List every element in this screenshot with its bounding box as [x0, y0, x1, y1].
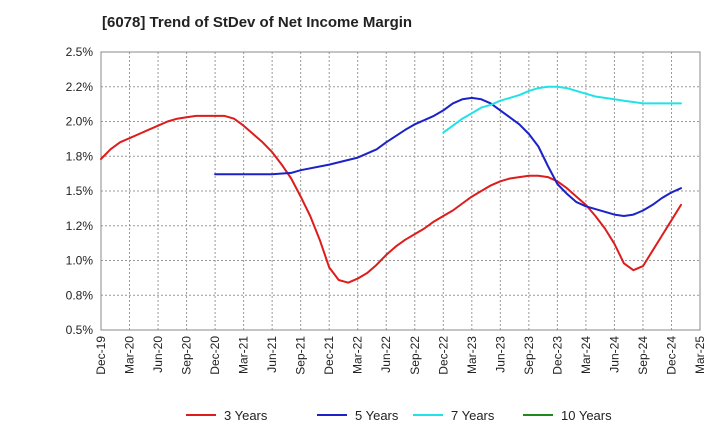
- series-line-3-years: [100, 114, 682, 284]
- chart-title: [6078] Trend of StDev of Net Income Marg…: [102, 14, 413, 31]
- y-tick-label: 2.2%: [66, 80, 94, 94]
- x-tick-label: Dec-20: [208, 336, 222, 375]
- x-tick-label: Dec-21: [322, 336, 336, 375]
- x-tick-label: Sep-22: [408, 336, 422, 375]
- x-tick-label: Dec-19: [94, 336, 108, 375]
- x-tick-label: Mar-20: [123, 336, 137, 374]
- x-tick-label: Jun-20: [151, 336, 165, 373]
- x-tick-label: Jun-24: [607, 336, 621, 373]
- y-tick-label: 1.5%: [66, 184, 94, 198]
- legend-label: 7 Years: [451, 408, 495, 423]
- series-line-5-years: [214, 96, 682, 217]
- legend-label: 3 Years: [224, 408, 268, 423]
- x-tick-label: Jun-23: [493, 336, 507, 373]
- y-tick-label: 0.5%: [66, 323, 94, 337]
- x-tick-label: Mar-22: [351, 336, 365, 374]
- y-tick-label: 2.0%: [66, 115, 94, 129]
- x-tick-label: Jun-22: [379, 336, 393, 373]
- y-tick-label: 2.5%: [66, 45, 94, 59]
- x-tick-label: Sep-24: [636, 336, 650, 375]
- y-tick-label: 1.0%: [66, 254, 94, 268]
- legend-label: 5 Years: [355, 408, 399, 423]
- series-line-7-years: [442, 85, 682, 134]
- x-tick-label: Dec-24: [664, 336, 678, 375]
- y-tick-label: 1.8%: [66, 149, 94, 163]
- x-tick-label: Dec-23: [550, 336, 564, 375]
- y-tick-label: 0.8%: [66, 288, 94, 302]
- x-tick-label: Dec-22: [436, 336, 450, 375]
- x-tick-label: Mar-21: [237, 336, 251, 374]
- x-tick-label: Mar-25: [693, 336, 707, 374]
- x-tick-label: Mar-24: [579, 336, 593, 374]
- x-tick-label: Mar-23: [465, 336, 479, 374]
- x-tick-label: Sep-21: [294, 336, 308, 375]
- x-tick-label: Jun-21: [265, 336, 279, 373]
- y-tick-label: 1.2%: [66, 219, 94, 233]
- x-tick-label: Sep-23: [522, 336, 536, 375]
- x-tick-label: Sep-20: [180, 336, 194, 375]
- legend-label: 10 Years: [561, 408, 612, 423]
- plot-area-border: [100, 51, 701, 331]
